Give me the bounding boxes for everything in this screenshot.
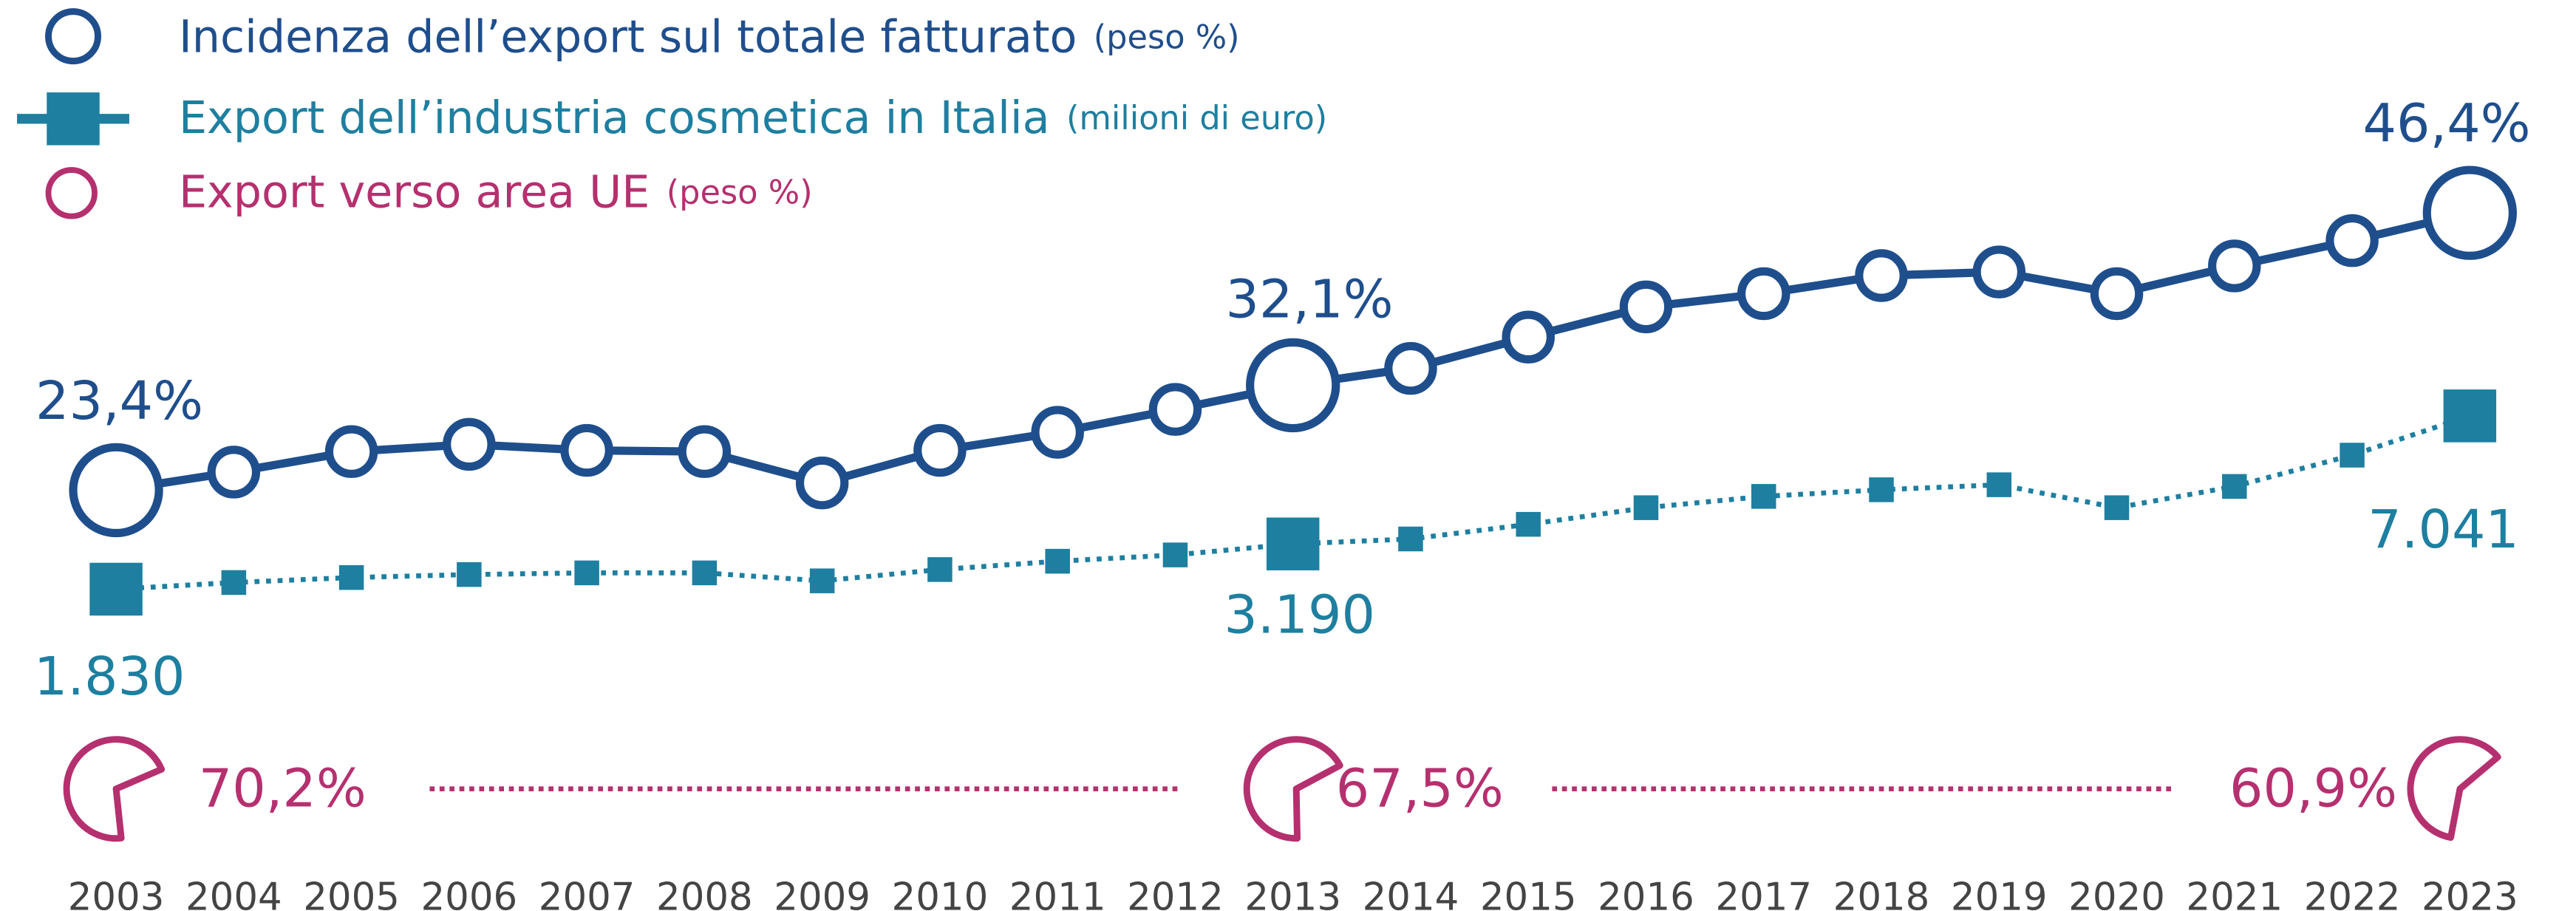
export-marker: [809, 568, 835, 593]
legend-name: Export verso area UE: [179, 166, 650, 218]
export-marker: [457, 562, 482, 587]
incidence-marker: [1619, 280, 1673, 334]
x-tick-label: 2013: [1244, 875, 1341, 911]
legend-marker: [47, 92, 100, 146]
incidence-marker: [207, 446, 261, 499]
data-label: 67,5%: [1336, 758, 1504, 819]
incidence-marker: [2208, 239, 2261, 293]
x-tick-label: 2020: [2068, 875, 2165, 911]
eu-pie: [1243, 736, 1343, 842]
x-tick-label: 2016: [1598, 875, 1694, 911]
eu-pie: [2407, 736, 2501, 842]
incidence-marker: [443, 417, 496, 471]
data-label: 7.041: [2368, 499, 2519, 560]
x-tick-label: 2003: [68, 875, 165, 911]
legend-unit: (peso %): [667, 174, 813, 212]
export-marker: [1869, 477, 1894, 502]
x-tick-label: 2008: [656, 875, 753, 911]
eu-pie: [63, 736, 166, 842]
export-marker: [1045, 548, 1070, 574]
data-label: 60,9%: [2229, 758, 2397, 819]
export-marker: [1516, 511, 1541, 537]
legend-unit: (peso %): [1094, 18, 1240, 57]
export-marker: [692, 560, 718, 586]
incidence-marker: [2325, 214, 2379, 267]
legend-name: Export dell’industria cosmetica in Itali…: [179, 92, 1050, 144]
data-label: 1.830: [34, 646, 185, 707]
x-tick-label: 2010: [892, 875, 989, 911]
data-label: 70,2%: [199, 758, 367, 819]
export-marker: [574, 560, 599, 586]
export-marker: [89, 562, 143, 616]
export-marker: [2443, 389, 2497, 443]
x-tick-label: 2007: [539, 875, 636, 911]
data-label: 46,4%: [2363, 93, 2531, 154]
export-marker: [338, 564, 364, 590]
incidence-marker: [1031, 406, 1084, 459]
export-marker: [1986, 472, 2012, 497]
legend-label: Export dell’industria cosmetica in Itali…: [179, 92, 1327, 144]
incidence-marker: [1502, 310, 1555, 364]
export-marker: [2340, 443, 2365, 468]
incidence-marker: [678, 425, 732, 478]
incidence-marker: [913, 423, 967, 477]
x-tick-label: 2004: [185, 875, 282, 911]
export-marker: [1751, 484, 1776, 509]
export-marker: [1162, 542, 1188, 567]
x-tick-label: 2012: [1127, 875, 1224, 911]
x-tick-label: 2005: [303, 875, 400, 911]
x-tick-label: 2023: [2422, 875, 2518, 911]
export-marker: [1633, 495, 1659, 520]
x-tick-label: 2014: [1363, 875, 1459, 911]
x-tick-label: 2006: [421, 875, 518, 911]
x-tick-label: 2017: [1715, 875, 1812, 911]
export-marker: [927, 557, 953, 582]
incidence-marker: [1972, 245, 2026, 298]
incidence-marker: [1384, 341, 1437, 395]
data-label: 23,4%: [35, 370, 203, 431]
incidence-marker: [2422, 166, 2517, 260]
legend-marker: [45, 8, 101, 65]
incidence-marker: [795, 456, 849, 510]
incidence-marker: [1855, 249, 1908, 302]
x-tick-label: 2022: [2304, 875, 2401, 911]
x-tick-label: 2021: [2186, 875, 2283, 911]
x-tick-label: 2011: [1009, 875, 1106, 911]
legend-name: Incidenza dell’export sul totale fattura…: [179, 11, 1077, 63]
x-tick-label: 2019: [1951, 875, 2048, 911]
incidence-marker: [560, 423, 613, 477]
x-tick-label: 2015: [1480, 875, 1577, 911]
legend-label: Incidenza dell’export sul totale fattura…: [179, 11, 1240, 63]
export-marker: [221, 570, 247, 596]
export-marker: [1398, 526, 1423, 552]
x-tick-label: 2018: [1833, 875, 1930, 911]
incidence-marker: [69, 443, 163, 538]
incidence-marker: [324, 425, 378, 478]
legend-marker: [45, 167, 98, 219]
export-marker: [1266, 517, 1320, 570]
incidence-marker: [1737, 267, 1790, 321]
data-label: 32,1%: [1226, 268, 1394, 330]
incidence-marker: [1246, 338, 1340, 433]
x-tick-label: 2009: [774, 875, 870, 911]
incidence-marker: [1148, 383, 1202, 436]
incidence-marker: [2090, 267, 2144, 321]
legend-unit: (milioni di euro): [1066, 99, 1327, 137]
legend-label: Export verso area UE (peso %): [179, 166, 813, 218]
export-marker: [2104, 495, 2130, 520]
data-label: 3.190: [1224, 584, 1375, 645]
export-marker: [2222, 474, 2247, 499]
